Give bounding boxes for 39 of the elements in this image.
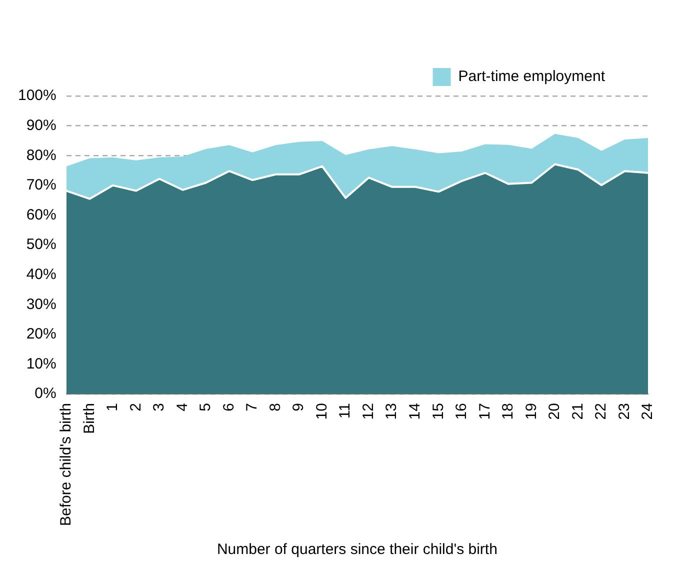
y-tick-label: 60% <box>26 206 56 224</box>
x-tick-label: 8 <box>266 403 284 412</box>
x-tick-label: 6 <box>220 403 238 412</box>
y-tick-label: 0% <box>34 385 56 402</box>
x-tick-label: 10 <box>313 403 330 420</box>
x-tick-label: 21 <box>569 403 586 420</box>
x-tick-label: 4 <box>174 403 191 412</box>
x-tick-label: 13 <box>383 403 400 420</box>
x-axis-title: Number of quarters since their child's birth <box>216 541 498 558</box>
x-tick-label: 23 <box>616 403 633 420</box>
y-tick-label: 70% <box>26 176 56 194</box>
x-tick-label: 22 <box>592 403 610 420</box>
x-tick-label: Birth <box>80 403 98 434</box>
x-tick-label: 18 <box>500 403 517 420</box>
x-tick-label: 12 <box>360 403 377 420</box>
x-tick-label: 16 <box>453 403 470 420</box>
y-tick-label: 80% <box>26 146 56 164</box>
x-tick-label: 17 <box>476 403 494 420</box>
x-tick-label: 14 <box>406 403 424 420</box>
y-tick-label: 10% <box>26 355 56 372</box>
y-tick-label: 40% <box>26 266 56 283</box>
y-tick-label: 90% <box>26 116 56 134</box>
y-tick-label: 20% <box>26 326 56 343</box>
x-tick-label: 7 <box>244 403 261 412</box>
x-tick-label: 9 <box>290 403 308 412</box>
x-tick-label: 15 <box>430 403 447 420</box>
x-tick-label: 24 <box>639 403 656 420</box>
x-tick-label: 1 <box>104 403 122 412</box>
x-tick-label: 11 <box>336 403 354 419</box>
y-tick-label: 100% <box>18 87 56 104</box>
y-tick-label: 30% <box>26 296 56 313</box>
x-tick-label: 5 <box>197 403 214 412</box>
x-tick-label: 3 <box>150 403 168 412</box>
x-tick-label: 20 <box>546 403 564 420</box>
x-tick-label: 2 <box>127 403 144 412</box>
y-tick-label: 50% <box>26 236 56 254</box>
x-tick-label: Before child's birth <box>58 403 75 526</box>
legend-label: Part-time employment <box>458 68 606 86</box>
x-tick-label: 19 <box>522 403 540 420</box>
